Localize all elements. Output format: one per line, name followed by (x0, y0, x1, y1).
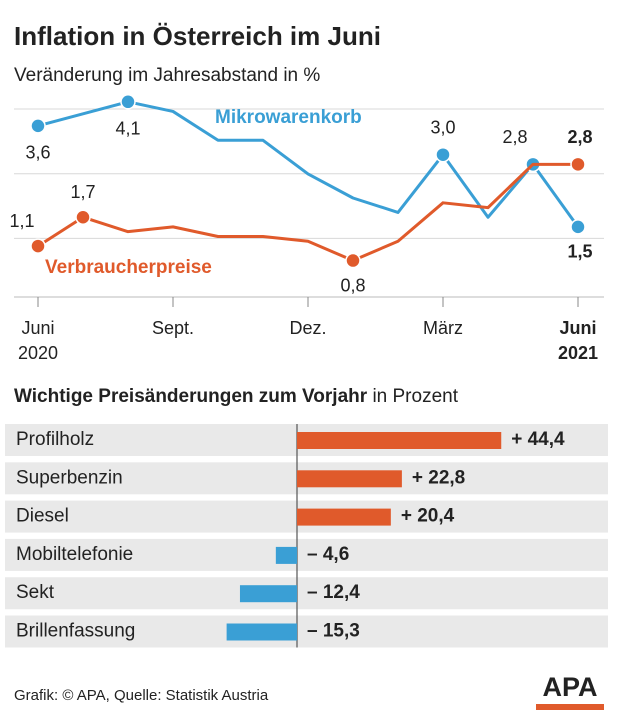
value-label: – 12,4 (307, 582, 360, 603)
value-label: + 22,8 (412, 467, 465, 488)
x-tick-label: März (423, 318, 463, 338)
logo-bar (536, 704, 604, 710)
bar (297, 432, 502, 449)
category-label: Sekt (16, 582, 55, 603)
row-background (5, 538, 608, 571)
footer: Grafik: © APA, Quelle: Statistik Austria (14, 687, 269, 704)
value-label: 3,6 (25, 143, 50, 163)
category-label: Profilholz (16, 429, 94, 450)
category-label: Mobiltelefonie (16, 544, 133, 565)
x-tick-label: Dez. (289, 318, 326, 338)
data-point (570, 156, 586, 173)
value-label: – 4,6 (307, 544, 349, 565)
value-label: 1,7 (70, 182, 95, 202)
series-name: Verbraucherpreise (45, 257, 212, 278)
value-label: – 15,3 (307, 621, 360, 642)
category-label: Diesel (16, 506, 69, 527)
value-label: 2,8 (567, 127, 592, 147)
row-background (5, 615, 608, 648)
bar (297, 508, 391, 526)
category-label: Superbenzin (16, 467, 123, 488)
value-label: 3,0 (430, 117, 455, 137)
bar (226, 623, 297, 641)
category-label: Brillenfassung (16, 621, 135, 642)
bar (297, 470, 402, 488)
value-label: 0,8 (340, 275, 365, 295)
data-point (435, 146, 451, 163)
title: Inflation in Österreich im Juni (14, 21, 381, 51)
bar (275, 546, 297, 564)
data-point (30, 238, 46, 254)
bar (239, 585, 297, 603)
value-label: + 44,4 (511, 429, 565, 450)
bar-title-main: Wichtige Preisänderungen zum Vorjahr (14, 386, 368, 407)
value-label: 1,5 (567, 242, 592, 262)
x-tick-label: Juni (559, 318, 596, 338)
subtitle: Veränderung im Jahresabstand in % (14, 65, 320, 86)
data-point (75, 209, 91, 225)
data-point (120, 94, 136, 110)
value-label: 2,8 (502, 127, 527, 147)
data-point (30, 118, 46, 134)
x-tick-label: Sept. (152, 318, 194, 338)
bar-title-suffix: in Prozent (372, 386, 458, 407)
bar-title: Wichtige Preisänderungen zum Vorjahr in … (14, 386, 459, 407)
series-line (37, 162, 578, 263)
value-label: 1,1 (9, 211, 34, 231)
data-point (345, 252, 361, 269)
value-label: + 20,4 (401, 506, 455, 527)
value-label: 4,1 (115, 119, 140, 139)
series-name: Mikrowarenkorb (215, 107, 362, 128)
data-point (570, 219, 586, 235)
x-tick-sublabel: 2021 (558, 343, 598, 363)
row-background (5, 577, 608, 610)
logo: APA (542, 672, 597, 702)
x-tick-label: Juni (21, 318, 54, 338)
x-tick-sublabel: 2020 (18, 343, 58, 363)
